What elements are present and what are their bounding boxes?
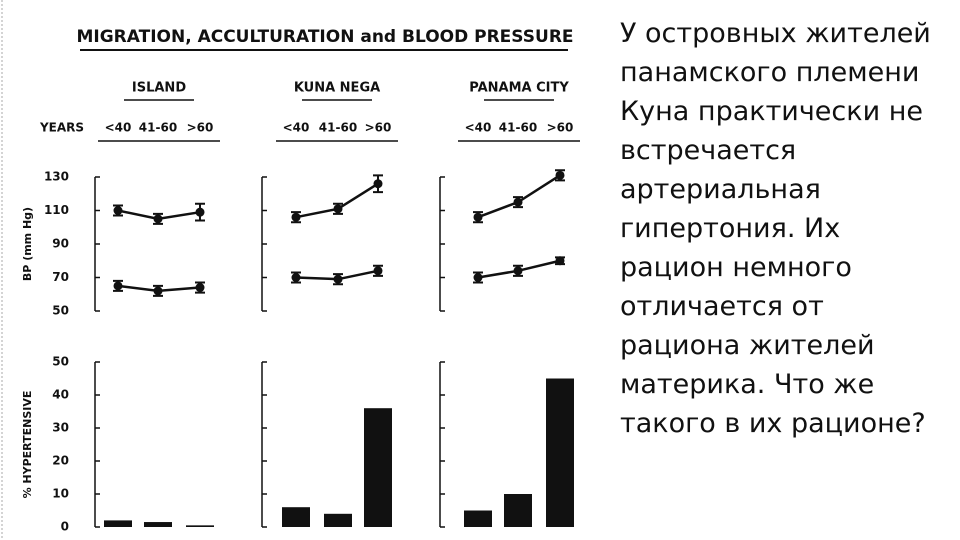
y-tick-label: 40 bbox=[52, 388, 69, 402]
x-tick-label: <40 bbox=[283, 121, 310, 135]
y-tick-label: 0 bbox=[61, 520, 69, 534]
y-tick-label: 110 bbox=[44, 203, 69, 217]
slide-text: У островных жителей панамского племени К… bbox=[620, 18, 931, 439]
point bbox=[555, 170, 565, 180]
point bbox=[513, 266, 523, 276]
point bbox=[113, 281, 123, 291]
point bbox=[153, 214, 163, 224]
x-tick-label: >60 bbox=[547, 121, 574, 135]
bar bbox=[546, 378, 574, 527]
point bbox=[373, 179, 383, 189]
y-tick-label: 10 bbox=[52, 487, 69, 501]
point bbox=[291, 273, 301, 282]
point bbox=[153, 286, 163, 296]
bar bbox=[144, 522, 172, 527]
bar bbox=[504, 494, 532, 527]
point bbox=[291, 212, 301, 222]
y-tick-label: 90 bbox=[52, 237, 69, 251]
bar bbox=[464, 510, 492, 527]
point bbox=[473, 212, 483, 222]
y-tick-label: 50 bbox=[52, 304, 69, 318]
y-tick-label: 70 bbox=[52, 270, 69, 284]
y-tick-label: 20 bbox=[52, 454, 69, 468]
point bbox=[333, 204, 343, 214]
x-tick-label: 41-60 bbox=[319, 121, 357, 135]
y-axis-label: BP (mm Hg) bbox=[21, 207, 34, 281]
bar bbox=[104, 520, 132, 527]
bar bbox=[186, 525, 214, 527]
point bbox=[513, 197, 523, 207]
group-label: KUNA NEGA bbox=[294, 81, 380, 96]
point bbox=[333, 274, 343, 284]
bar bbox=[364, 408, 392, 527]
point bbox=[195, 283, 205, 293]
x-tick-label: <40 bbox=[465, 121, 492, 135]
bar bbox=[282, 507, 310, 527]
y-tick-label: 50 bbox=[52, 355, 69, 369]
chart: MIGRATION, ACCULTURATION and BLOOD PRESS… bbox=[1, 0, 580, 540]
point bbox=[113, 206, 123, 215]
x-tick-label: >60 bbox=[187, 121, 214, 135]
point bbox=[195, 207, 205, 217]
group-label: ISLAND bbox=[132, 81, 186, 96]
group-label: PANAMA CITY bbox=[469, 81, 569, 96]
x-tick-label: 41-60 bbox=[499, 121, 537, 135]
bar bbox=[324, 513, 352, 527]
x-tick-label: >60 bbox=[365, 121, 392, 135]
point bbox=[473, 273, 483, 282]
x-label: YEARS bbox=[39, 121, 84, 135]
y-axis-label: % HYPERTENSIVE bbox=[21, 391, 34, 499]
chart-title: MIGRATION, ACCULTURATION and BLOOD PRESS… bbox=[76, 27, 573, 47]
point bbox=[555, 256, 565, 266]
y-tick-label: 130 bbox=[44, 170, 69, 184]
x-tick-label: 41-60 bbox=[139, 121, 177, 135]
x-tick-label: <40 bbox=[105, 121, 132, 135]
y-tick-label: 30 bbox=[52, 421, 69, 435]
point bbox=[373, 266, 383, 276]
